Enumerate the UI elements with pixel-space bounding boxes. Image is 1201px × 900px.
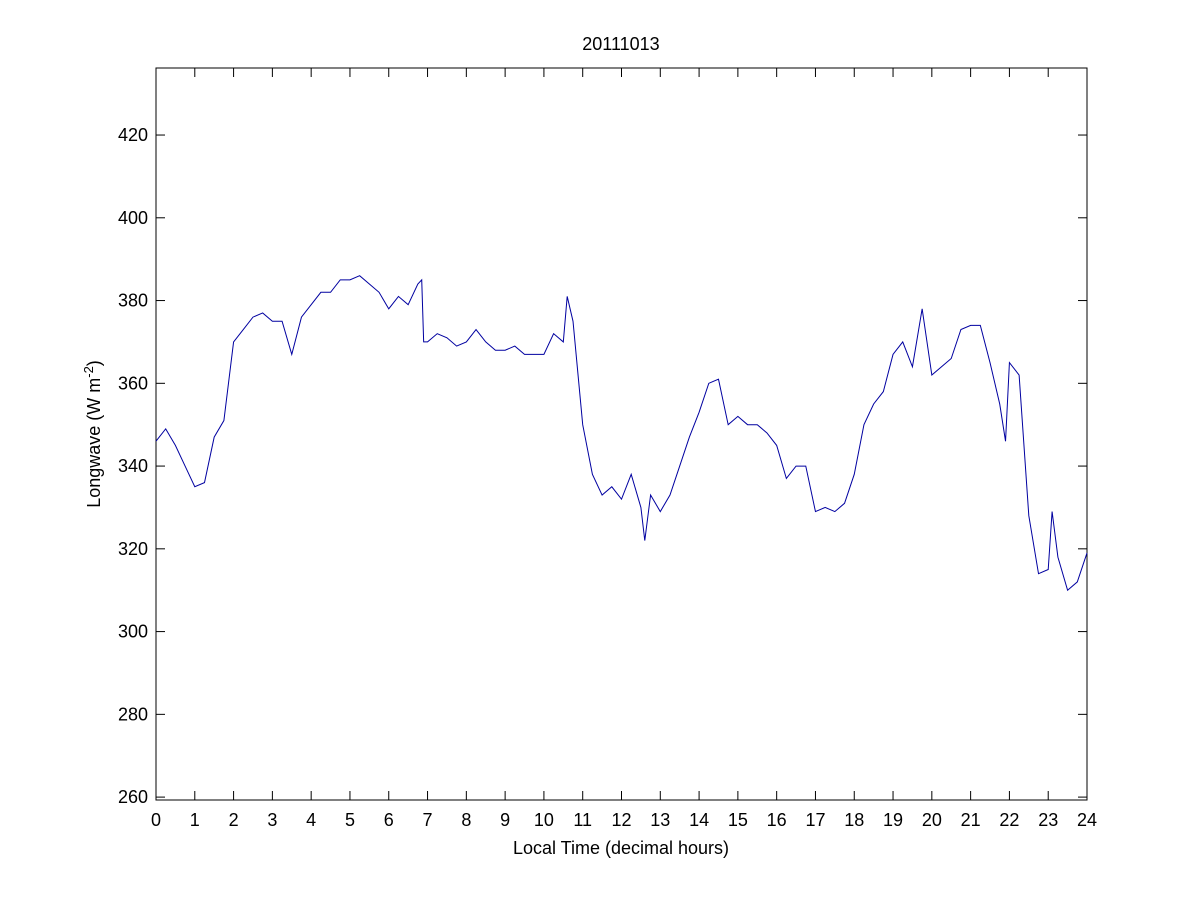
y-tick-label: 360 [118, 373, 148, 393]
data-line [155, 275, 1088, 592]
y-tick-label: 340 [118, 456, 148, 476]
x-tick-label: 13 [650, 810, 670, 830]
x-tick-label: 20 [922, 810, 942, 830]
x-tick-label: 4 [306, 810, 316, 830]
x-tick-label: 3 [267, 810, 277, 830]
x-tick-label: 8 [461, 810, 471, 830]
x-tick-label: 5 [345, 810, 355, 830]
x-tick-label: 22 [999, 810, 1019, 830]
x-axis-label: Local Time (decimal hours) [513, 838, 729, 858]
y-tick-label: 420 [118, 125, 148, 145]
x-tick-label: 7 [423, 810, 433, 830]
x-tick-label: 19 [883, 810, 903, 830]
x-tick-label: 23 [1038, 810, 1058, 830]
y-tick-label: 400 [118, 208, 148, 228]
x-tick-label: 12 [611, 810, 631, 830]
y-axis-label-end: ) [84, 360, 104, 366]
x-tick-label: 10 [534, 810, 554, 830]
x-tick-label: 9 [500, 810, 510, 830]
x-tick-label: 14 [689, 810, 709, 830]
y-axis-label: Longwave (W m-2) [81, 360, 104, 508]
x-tick-label: 17 [805, 810, 825, 830]
x-tick-label: 11 [573, 810, 592, 830]
x-tick-label: 21 [961, 810, 981, 830]
x-tick-label: 0 [151, 810, 161, 830]
x-tick-label: 6 [384, 810, 394, 830]
y-axis-label-main: Longwave (W m [84, 378, 104, 508]
y-axis-label-sup: -2 [81, 366, 96, 378]
x-tick-label: 18 [844, 810, 864, 830]
y-tick-label: 300 [118, 622, 148, 642]
x-tick-label: 15 [728, 810, 748, 830]
x-tick-label: 24 [1077, 810, 1097, 830]
y-tick-label: 280 [118, 704, 148, 724]
y-tick-label: 260 [118, 787, 148, 807]
y-tick-label: 320 [118, 539, 148, 559]
x-tick-label: 16 [767, 810, 787, 830]
x-tick-label: 2 [229, 810, 239, 830]
chart-title: 20111013 [582, 34, 659, 54]
x-tick-label: 1 [190, 810, 200, 830]
y-tick-label: 380 [118, 291, 148, 311]
